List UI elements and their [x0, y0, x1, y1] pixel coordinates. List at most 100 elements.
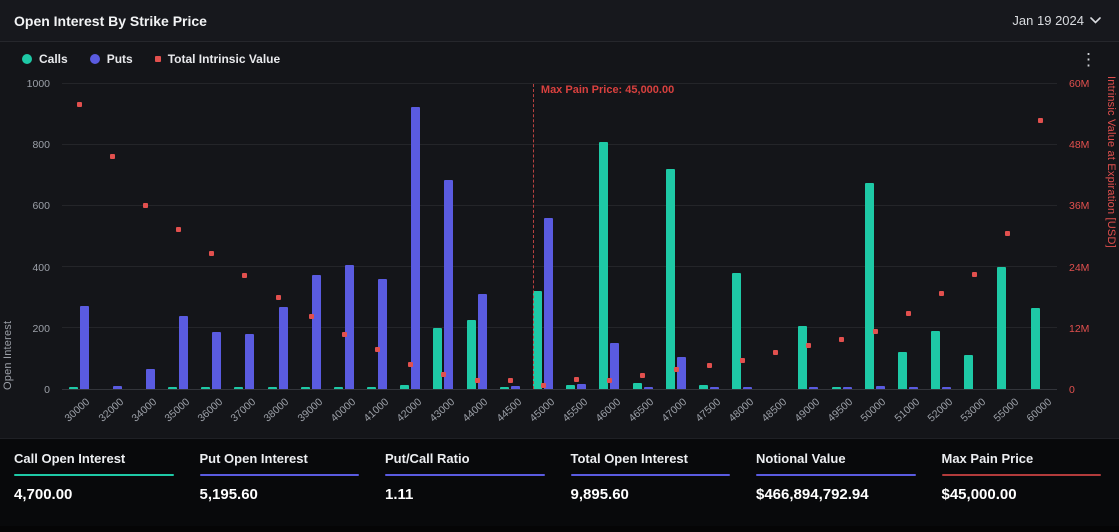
intrinsic-dot-51000[interactable] [905, 310, 911, 316]
bar-puts-45000[interactable] [543, 218, 553, 389]
bar-puts-37000[interactable] [245, 333, 255, 389]
bar-group-32000 [95, 84, 128, 389]
intrinsic-dot-49000[interactable] [806, 343, 812, 349]
bar-puts-30000[interactable] [79, 306, 89, 389]
bar-puts-51000[interactable] [908, 386, 918, 389]
kebab-menu-icon[interactable]: ⋮ [1080, 49, 1097, 69]
bar-puts-52000[interactable] [942, 386, 952, 389]
bar-calls-47000[interactable] [665, 169, 675, 389]
bar-puts-34000[interactable] [145, 369, 155, 389]
legend-item-intrinsic[interactable]: Total Intrinsic Value [154, 52, 280, 66]
bar-calls-44000[interactable] [466, 320, 476, 389]
bar-calls-36000[interactable] [201, 386, 211, 389]
intrinsic-dot-35000[interactable] [176, 227, 182, 233]
bar-puts-50000[interactable] [875, 385, 885, 389]
x-tick-45500: 45500 [560, 396, 591, 425]
bar-calls-47500[interactable] [698, 384, 708, 389]
bar-calls-46000[interactable] [599, 141, 609, 389]
legend: Calls Puts Total Intrinsic Value [22, 52, 280, 66]
bar-calls-35000[interactable] [168, 386, 178, 389]
intrinsic-dot-50000[interactable] [872, 329, 878, 335]
bar-calls-60000[interactable] [1030, 308, 1040, 389]
bar-puts-49000[interactable] [809, 386, 819, 389]
bar-calls-44500[interactable] [499, 386, 509, 389]
intrinsic-dot-55000[interactable] [1005, 231, 1011, 237]
intrinsic-dot-53000[interactable] [972, 272, 978, 278]
intrinsic-dot-37000[interactable] [242, 273, 248, 279]
bar-calls-30000[interactable] [68, 386, 78, 389]
intrinsic-dot-42000[interactable] [408, 361, 414, 367]
bar-calls-43000[interactable] [433, 328, 443, 389]
bar-calls-49500[interactable] [831, 386, 841, 389]
bar-puts-36000[interactable] [212, 332, 222, 389]
intrinsic-dot-40000[interactable] [341, 332, 347, 338]
bar-group-49000 [792, 84, 825, 389]
date-selector[interactable]: Jan 19 2024 [1012, 13, 1101, 28]
bar-puts-32000[interactable] [112, 385, 122, 389]
left-tick-600: 600 [32, 200, 50, 213]
intrinsic-dot-47500[interactable] [706, 362, 712, 368]
bar-puts-43000[interactable] [444, 180, 454, 389]
bar-calls-41000[interactable] [367, 386, 377, 389]
intrinsic-dot-41000[interactable] [375, 347, 381, 353]
intrinsic-dot-38000[interactable] [275, 294, 281, 300]
intrinsic-dot-45500[interactable] [574, 376, 580, 382]
intrinsic-dot-39000[interactable] [308, 313, 314, 319]
bar-puts-44500[interactable] [510, 385, 520, 389]
bar-calls-55000[interactable] [997, 267, 1007, 389]
bar-calls-45500[interactable] [566, 385, 576, 389]
bar-calls-45000[interactable] [532, 291, 542, 389]
bar-puts-39000[interactable] [311, 274, 321, 389]
stat-value: 9,895.60 [570, 486, 629, 503]
bar-calls-50000[interactable] [864, 183, 874, 389]
intrinsic-dot-34000[interactable] [142, 203, 148, 208]
right-tick-48M: 48M [1069, 139, 1090, 152]
bar-calls-37000[interactable] [234, 386, 244, 389]
bar-calls-38000[interactable] [267, 386, 277, 389]
intrinsic-dot-52000[interactable] [938, 291, 944, 297]
bar-group-35000 [162, 84, 195, 389]
intrinsic-dot-49500[interactable] [839, 337, 845, 343]
bar-puts-35000[interactable] [179, 315, 189, 389]
gridline [62, 205, 1057, 206]
intrinsic-dot-36000[interactable] [209, 250, 215, 256]
intrinsic-dot-47000[interactable] [673, 366, 679, 372]
bar-puts-47500[interactable] [709, 386, 719, 389]
legend-item-calls[interactable]: Calls [22, 52, 68, 66]
bar-puts-40000[interactable] [344, 265, 354, 389]
intrinsic-dot-60000[interactable] [1038, 117, 1044, 123]
x-tick-38000: 38000 [261, 396, 292, 425]
intrinsic-dot-48000[interactable] [739, 357, 745, 363]
intrinsic-dot-44000[interactable] [474, 377, 480, 383]
intrinsic-dot-48500[interactable] [773, 350, 779, 356]
bar-group-38000 [261, 84, 294, 389]
x-tick-46500: 46500 [626, 396, 657, 425]
bar-calls-49000[interactable] [798, 326, 808, 389]
legend-item-puts[interactable]: Puts [89, 52, 133, 66]
bar-puts-44000[interactable] [477, 294, 487, 389]
bar-puts-47000[interactable] [676, 356, 686, 389]
intrinsic-dot-46000[interactable] [607, 377, 613, 383]
bar-calls-53000[interactable] [964, 355, 974, 389]
bar-puts-42000[interactable] [411, 106, 421, 389]
bar-puts-49500[interactable] [842, 386, 852, 389]
bar-puts-48000[interactable] [743, 386, 753, 389]
bar-calls-42000[interactable] [400, 385, 410, 389]
intrinsic-dot-43000[interactable] [441, 372, 447, 378]
bar-calls-40000[interactable] [333, 386, 343, 389]
intrinsic-dot-30000[interactable] [76, 102, 82, 108]
bar-calls-39000[interactable] [300, 386, 310, 389]
bar-puts-45500[interactable] [577, 384, 587, 389]
intrinsic-dot-46500[interactable] [640, 372, 646, 378]
bar-calls-48000[interactable] [732, 273, 742, 389]
bar-calls-51000[interactable] [897, 352, 907, 389]
bar-calls-46500[interactable] [632, 382, 642, 389]
bar-puts-41000[interactable] [378, 279, 388, 389]
intrinsic-dot-44500[interactable] [507, 378, 513, 384]
bar-calls-52000[interactable] [931, 331, 941, 389]
intrinsic-dot-45000[interactable] [540, 382, 546, 388]
bar-puts-46500[interactable] [643, 386, 653, 389]
bar-puts-38000[interactable] [278, 306, 288, 389]
intrinsic-dot-32000[interactable] [109, 154, 115, 160]
bar-puts-46000[interactable] [610, 343, 620, 389]
